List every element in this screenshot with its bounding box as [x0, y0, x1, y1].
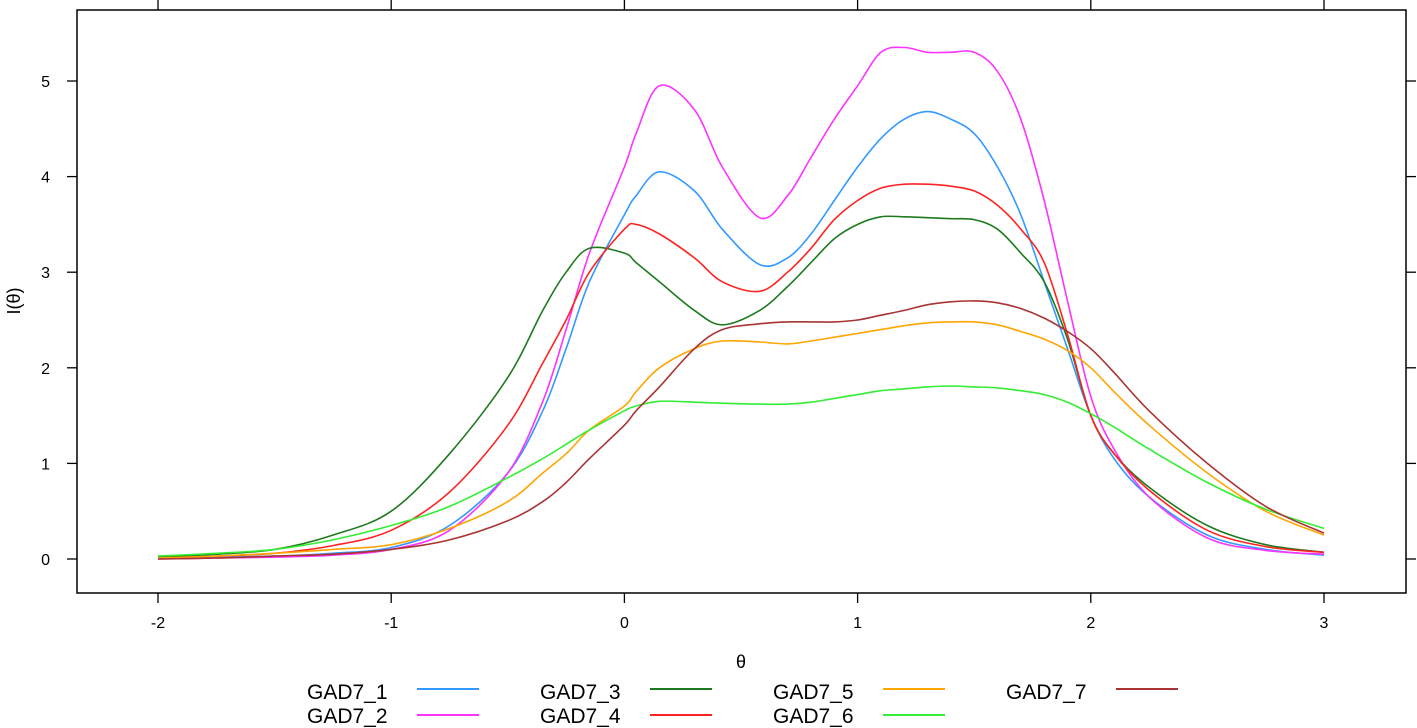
x-tick-label: 2: [1086, 615, 1095, 632]
series-line-gad7-2: [157, 46, 1325, 560]
x-axis-title: θ: [736, 652, 746, 672]
legend-label: GAD7_2: [307, 705, 388, 728]
x-tick-label: 1: [853, 615, 862, 632]
legend-label: GAD7_5: [773, 681, 854, 704]
x-tick-label: 3: [1320, 615, 1329, 632]
legend-item-gad7-1: GAD7_1: [307, 681, 479, 704]
series-lines: [157, 46, 1325, 560]
legend-item-gad7-7: GAD7_7: [1006, 681, 1178, 704]
legend-label: GAD7_6: [773, 705, 854, 728]
y-tick-label: 1: [41, 456, 50, 473]
x-tick-label: 0: [620, 615, 629, 632]
y-axis-title: I(θ): [4, 288, 24, 315]
series-line-gad7-6: [157, 385, 1325, 557]
legend-label: GAD7_7: [1006, 681, 1087, 704]
legend-label: GAD7_1: [307, 681, 388, 704]
x-tick-label: -1: [384, 615, 398, 632]
legend-item-gad7-4: GAD7_4: [540, 705, 712, 728]
plot-frame: [76, 9, 1407, 594]
legend-item-gad7-3: GAD7_3: [540, 681, 712, 704]
series-line-gad7-7: [157, 300, 1325, 560]
series-line-gad7-1: [157, 110, 1325, 559]
legend-item-gad7-6: GAD7_6: [773, 705, 945, 728]
legend-label: GAD7_3: [540, 681, 621, 704]
legend-label: GAD7_4: [540, 705, 621, 728]
legend-item-gad7-5: GAD7_5: [773, 681, 945, 704]
y-tick-label: 2: [41, 361, 50, 378]
series-line-gad7-4: [157, 183, 1325, 559]
y-tick-label: 0: [41, 552, 50, 569]
y-tick-label: 4: [41, 170, 50, 187]
y-tick-label: 3: [41, 265, 50, 282]
legend-item-gad7-2: GAD7_2: [307, 705, 479, 728]
axis-tick-labels: -2 -1 0 1 2 3 0 1 2 3 4 5: [41, 74, 1328, 632]
series-line-gad7-5: [157, 320, 1325, 559]
series-line-gad7-3: [157, 215, 1325, 558]
axis-ticks: [67, 0, 1416, 603]
x-tick-label: -2: [151, 615, 165, 632]
y-tick-label: 5: [41, 74, 50, 91]
